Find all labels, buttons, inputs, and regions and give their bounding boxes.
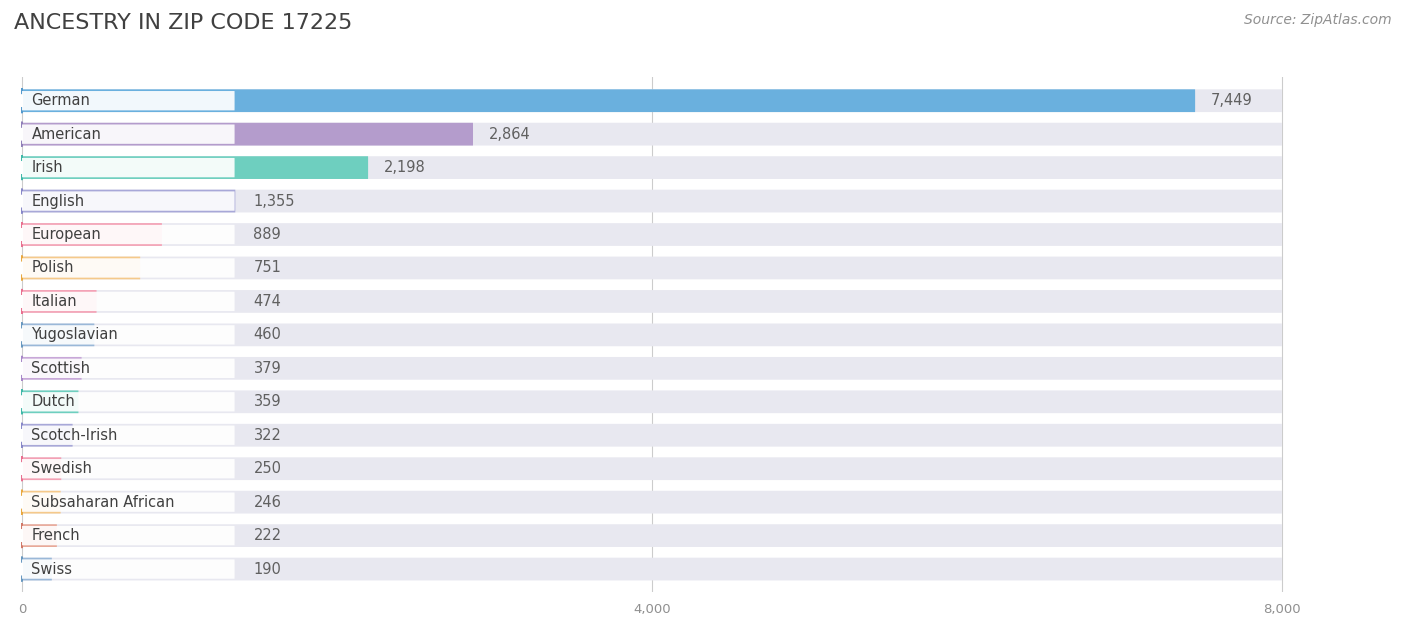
FancyBboxPatch shape <box>22 91 235 110</box>
Text: 751: 751 <box>253 260 281 276</box>
FancyBboxPatch shape <box>22 123 1282 146</box>
FancyBboxPatch shape <box>22 225 235 244</box>
FancyBboxPatch shape <box>22 123 472 146</box>
FancyBboxPatch shape <box>22 560 235 579</box>
Text: French: French <box>31 528 80 543</box>
FancyBboxPatch shape <box>22 459 235 478</box>
Text: Italian: Italian <box>31 294 77 309</box>
Text: German: German <box>31 93 90 108</box>
FancyBboxPatch shape <box>22 158 235 177</box>
FancyBboxPatch shape <box>22 424 73 447</box>
FancyBboxPatch shape <box>22 426 235 445</box>
FancyBboxPatch shape <box>22 325 235 345</box>
Text: 460: 460 <box>253 327 281 343</box>
FancyBboxPatch shape <box>22 558 52 580</box>
FancyBboxPatch shape <box>22 392 235 412</box>
FancyBboxPatch shape <box>22 457 1282 480</box>
Text: 7,449: 7,449 <box>1211 93 1253 108</box>
Text: 889: 889 <box>253 227 281 242</box>
Text: Yugoslavian: Yugoslavian <box>31 327 118 343</box>
FancyBboxPatch shape <box>22 223 162 246</box>
FancyBboxPatch shape <box>22 491 1282 513</box>
Text: 474: 474 <box>253 294 281 309</box>
FancyBboxPatch shape <box>22 493 235 512</box>
Text: Swedish: Swedish <box>31 461 93 476</box>
Text: Scotch-Irish: Scotch-Irish <box>31 428 118 442</box>
FancyBboxPatch shape <box>22 290 1282 313</box>
FancyBboxPatch shape <box>22 156 368 179</box>
FancyBboxPatch shape <box>22 390 1282 413</box>
Text: American: American <box>31 127 101 142</box>
FancyBboxPatch shape <box>22 190 1282 213</box>
FancyBboxPatch shape <box>22 359 235 378</box>
Text: 190: 190 <box>253 562 281 576</box>
FancyBboxPatch shape <box>22 491 60 513</box>
FancyBboxPatch shape <box>22 323 1282 346</box>
Text: English: English <box>31 194 84 209</box>
Text: 246: 246 <box>253 495 281 509</box>
FancyBboxPatch shape <box>22 190 235 213</box>
Text: 322: 322 <box>253 428 281 442</box>
FancyBboxPatch shape <box>22 256 141 279</box>
FancyBboxPatch shape <box>22 258 235 278</box>
FancyBboxPatch shape <box>22 290 97 313</box>
Text: Dutch: Dutch <box>31 394 75 410</box>
FancyBboxPatch shape <box>22 156 1282 179</box>
FancyBboxPatch shape <box>22 357 82 380</box>
FancyBboxPatch shape <box>22 90 1282 112</box>
Text: 359: 359 <box>253 394 281 410</box>
Text: 379: 379 <box>253 361 281 376</box>
FancyBboxPatch shape <box>22 191 235 211</box>
FancyBboxPatch shape <box>22 424 1282 447</box>
Text: 250: 250 <box>253 461 281 476</box>
FancyBboxPatch shape <box>22 457 62 480</box>
Text: Subsaharan African: Subsaharan African <box>31 495 174 509</box>
Text: Source: ZipAtlas.com: Source: ZipAtlas.com <box>1244 13 1392 27</box>
Text: 1,355: 1,355 <box>253 194 295 209</box>
FancyBboxPatch shape <box>22 323 94 346</box>
Text: ANCESTRY IN ZIP CODE 17225: ANCESTRY IN ZIP CODE 17225 <box>14 13 353 33</box>
Text: Scottish: Scottish <box>31 361 90 376</box>
FancyBboxPatch shape <box>22 223 1282 246</box>
Text: European: European <box>31 227 101 242</box>
FancyBboxPatch shape <box>22 256 1282 279</box>
FancyBboxPatch shape <box>22 292 235 311</box>
FancyBboxPatch shape <box>22 524 56 547</box>
FancyBboxPatch shape <box>22 390 79 413</box>
FancyBboxPatch shape <box>22 526 235 545</box>
Text: 222: 222 <box>253 528 281 543</box>
Text: Irish: Irish <box>31 160 63 175</box>
Text: Swiss: Swiss <box>31 562 73 576</box>
Text: 2,198: 2,198 <box>384 160 426 175</box>
FancyBboxPatch shape <box>22 90 1195 112</box>
FancyBboxPatch shape <box>22 524 1282 547</box>
Text: 2,864: 2,864 <box>489 127 530 142</box>
FancyBboxPatch shape <box>22 558 1282 580</box>
FancyBboxPatch shape <box>22 357 1282 380</box>
Text: Polish: Polish <box>31 260 75 276</box>
FancyBboxPatch shape <box>22 124 235 144</box>
